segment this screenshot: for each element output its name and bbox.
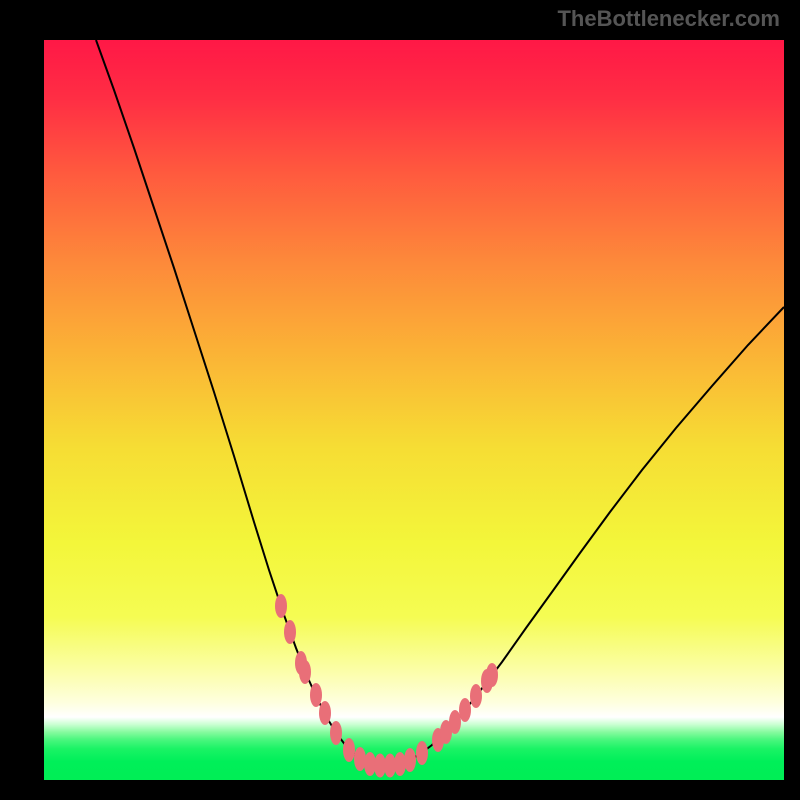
marker-point [459, 698, 471, 722]
marker-point [354, 747, 366, 771]
marker-point [310, 683, 322, 707]
marker-point [343, 738, 355, 762]
marker-point [416, 741, 428, 765]
marker-point [330, 721, 342, 745]
marker-point [284, 620, 296, 644]
marker-point [486, 663, 498, 687]
marker-point [319, 701, 331, 725]
plot-area [44, 40, 784, 780]
marker-point [275, 594, 287, 618]
watermark-text: TheBottlenecker.com [557, 6, 780, 32]
marker-point [449, 710, 461, 734]
marker-point [394, 752, 406, 776]
marker-point [470, 684, 482, 708]
bottleneck-curve [96, 40, 784, 766]
marker-point [404, 748, 416, 772]
marker-group [275, 594, 498, 778]
chart-svg [44, 40, 784, 780]
marker-point [299, 660, 311, 684]
